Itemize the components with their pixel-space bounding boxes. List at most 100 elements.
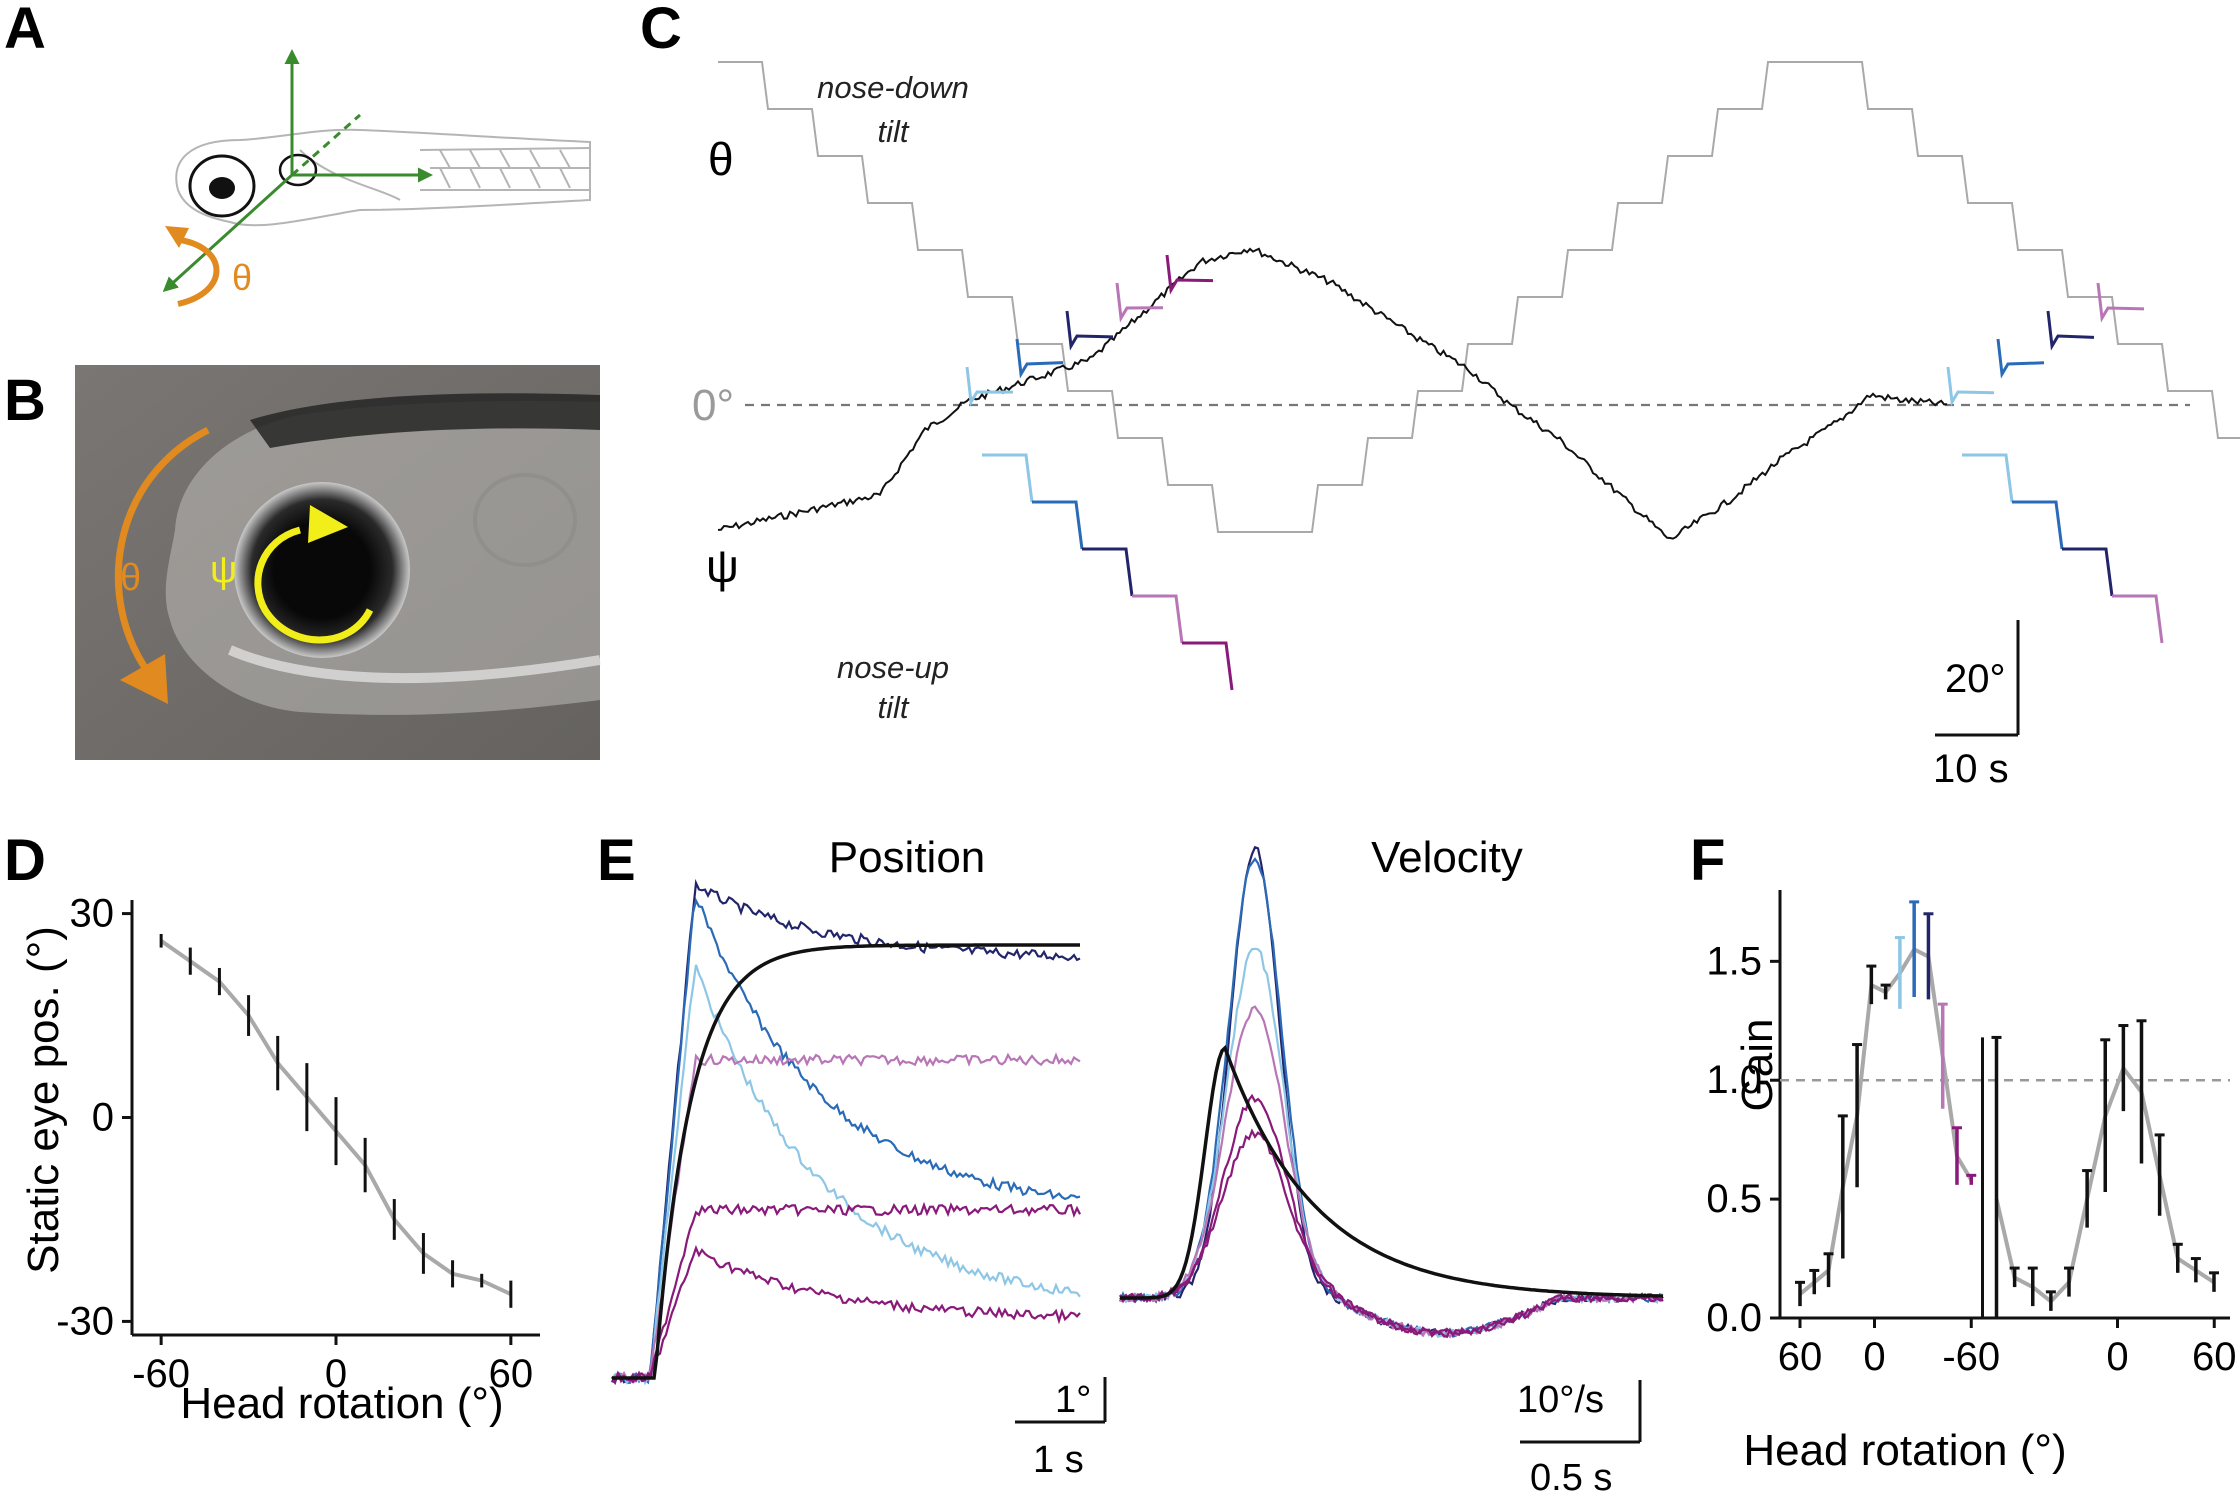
position-trace	[610, 878, 1081, 1384]
panel-e: E Position Velocity 1° 1 s 10°/s 0.5 s	[597, 828, 1664, 1497]
panel-a-label: A	[4, 0, 46, 61]
psi-colored-step	[1165, 254, 1214, 295]
psi-colored-step	[1115, 282, 1164, 323]
psi-label: ψ	[210, 549, 237, 591]
psi-rotation-icon	[254, 505, 374, 644]
scale-bar	[1935, 620, 2020, 737]
position-trace	[611, 1244, 1081, 1386]
panel-c-label: C	[640, 0, 682, 61]
nose-up-line-1: nose-up	[837, 650, 949, 685]
velocity-scale-x: 0.5 s	[1530, 1457, 1612, 1497]
position-trace	[611, 1052, 1081, 1384]
nose-up-line-2: tilt	[878, 690, 910, 725]
panel-f-plot	[1795, 900, 2219, 1318]
position-trace	[611, 964, 1081, 1386]
panel-f-label: F	[1690, 828, 1725, 893]
theta-staircase	[718, 61, 2240, 533]
y-tick-label: 0.5	[1706, 1177, 1762, 1221]
theta-colored-step	[2012, 500, 2064, 550]
y-tick-label: -30	[56, 1299, 114, 1343]
theta-colored-step	[1032, 500, 1084, 550]
psi-colored-step	[1996, 338, 2045, 379]
x-tick-label: 0	[2106, 1335, 2128, 1379]
theta-colored-step	[2062, 547, 2114, 597]
panel-d-plot	[159, 933, 513, 1308]
otolith-icon	[278, 153, 318, 187]
panel-c: C θ ψ 0° nose-down tilt nose-up tilt 20°…	[640, 0, 2240, 791]
panel-e-label: E	[597, 828, 636, 893]
theta-label: θ	[120, 557, 141, 599]
psi-colored-step	[965, 366, 1014, 407]
position-model-trace	[612, 943, 1080, 1380]
zero-label: 0°	[692, 381, 734, 430]
rotation-arrow-icon	[165, 226, 220, 307]
y-tick-label: 0	[92, 1096, 114, 1140]
scale-x-label: 10 s	[1933, 747, 2009, 791]
theta-colored-step	[1082, 547, 1134, 597]
position-traces	[610, 878, 1081, 1386]
x-tick-label: -60	[1942, 1335, 2000, 1379]
velocity-title: Velocity	[1371, 833, 1523, 882]
panel-a: A θ	[4, 0, 591, 307]
theta-colored-step	[2112, 594, 2164, 644]
theta-rotation-icon	[114, 426, 210, 704]
y-tick-label: 0.0	[1706, 1296, 1762, 1340]
theta-colored-step	[982, 453, 1034, 503]
nose-down-line-1: nose-down	[817, 70, 969, 105]
psi-colored-step	[2046, 310, 2095, 351]
y-tick-label: 1.0	[1706, 1058, 1762, 1102]
x-tick-label: 60	[489, 1352, 534, 1396]
psi-trace-line	[717, 247, 1948, 540]
x-tick-label: 0	[1863, 1335, 1885, 1379]
x-tick-label: 60	[2192, 1335, 2237, 1379]
panel-b-label: B	[4, 368, 46, 433]
position-scale-x: 1 s	[1033, 1439, 1084, 1481]
panel-d-ylabel: Static eye pos. (°)	[19, 926, 68, 1274]
scale-y-label: 20°	[1945, 657, 2006, 701]
velocity-scale-bar	[1520, 1380, 1642, 1444]
colored-step-traces	[965, 254, 2164, 691]
y-tick-label: 1.5	[1706, 939, 1762, 983]
theta-colored-step	[1962, 453, 2014, 503]
panel-f-ylabel: Gain	[1733, 1019, 1782, 1112]
theta-trace-label: θ	[708, 133, 734, 185]
velocity-scale-y: 10°/s	[1517, 1379, 1604, 1421]
x-tick-label: -60	[132, 1352, 190, 1396]
gain-curve	[1798, 946, 1974, 1296]
panel-d-label: D	[4, 828, 46, 893]
theta-label: θ	[232, 257, 252, 298]
velocity-trace	[1119, 947, 1664, 1339]
theta-colored-step	[1182, 641, 1234, 691]
panel-d: D 30 0 -30 -60 0 60 Head rotation (°) Static …	[4, 828, 540, 1428]
velocity-model-trace	[1120, 1044, 1664, 1300]
x-tick-label: 0	[325, 1352, 347, 1396]
panel-f-xlabel: Head rotation (°)	[1743, 1426, 2066, 1475]
velocity-trace	[1119, 845, 1664, 1339]
position-title: Position	[829, 833, 986, 882]
psi-colored-step	[2096, 282, 2145, 323]
psi-colored-step	[1065, 310, 1114, 351]
psi-colored-step	[1015, 338, 1064, 379]
velocity-trace	[1119, 1128, 1664, 1337]
panel-b: B θ ψ	[4, 365, 601, 760]
psi-colored-step	[1946, 366, 1995, 407]
position-trace	[611, 1201, 1081, 1384]
x-tick-label: 60	[1778, 1335, 1823, 1379]
panel-d-xlabel: Head rotation (°)	[180, 1379, 503, 1428]
larva-eye	[188, 154, 256, 218]
nose-down-line-2: tilt	[878, 114, 910, 149]
eye-torsion-trace	[717, 247, 1948, 540]
velocity-trace	[1118, 857, 1664, 1338]
psi-trace-label: ψ	[706, 540, 739, 592]
axes-arrows	[162, 49, 433, 293]
panel-d-axes: 30 0 -30 -60 0 60	[56, 892, 540, 1396]
panel-f-axes: 0.0 0.5 1.0 1.5 60 0 -60 0 60	[1706, 890, 2237, 1379]
position-scale-y: 1°	[1055, 1379, 1091, 1421]
position-trace	[611, 897, 1081, 1385]
velocity-traces	[1118, 845, 1664, 1339]
position-scale-bar	[1015, 1377, 1107, 1424]
head-tilt-trace	[718, 61, 2240, 533]
panel-f: F 0.0 0.5 1.0 1.5 60 0 -60 0 60 Head rotation (°…	[1690, 828, 2237, 1475]
y-tick-label: 30	[70, 892, 115, 936]
